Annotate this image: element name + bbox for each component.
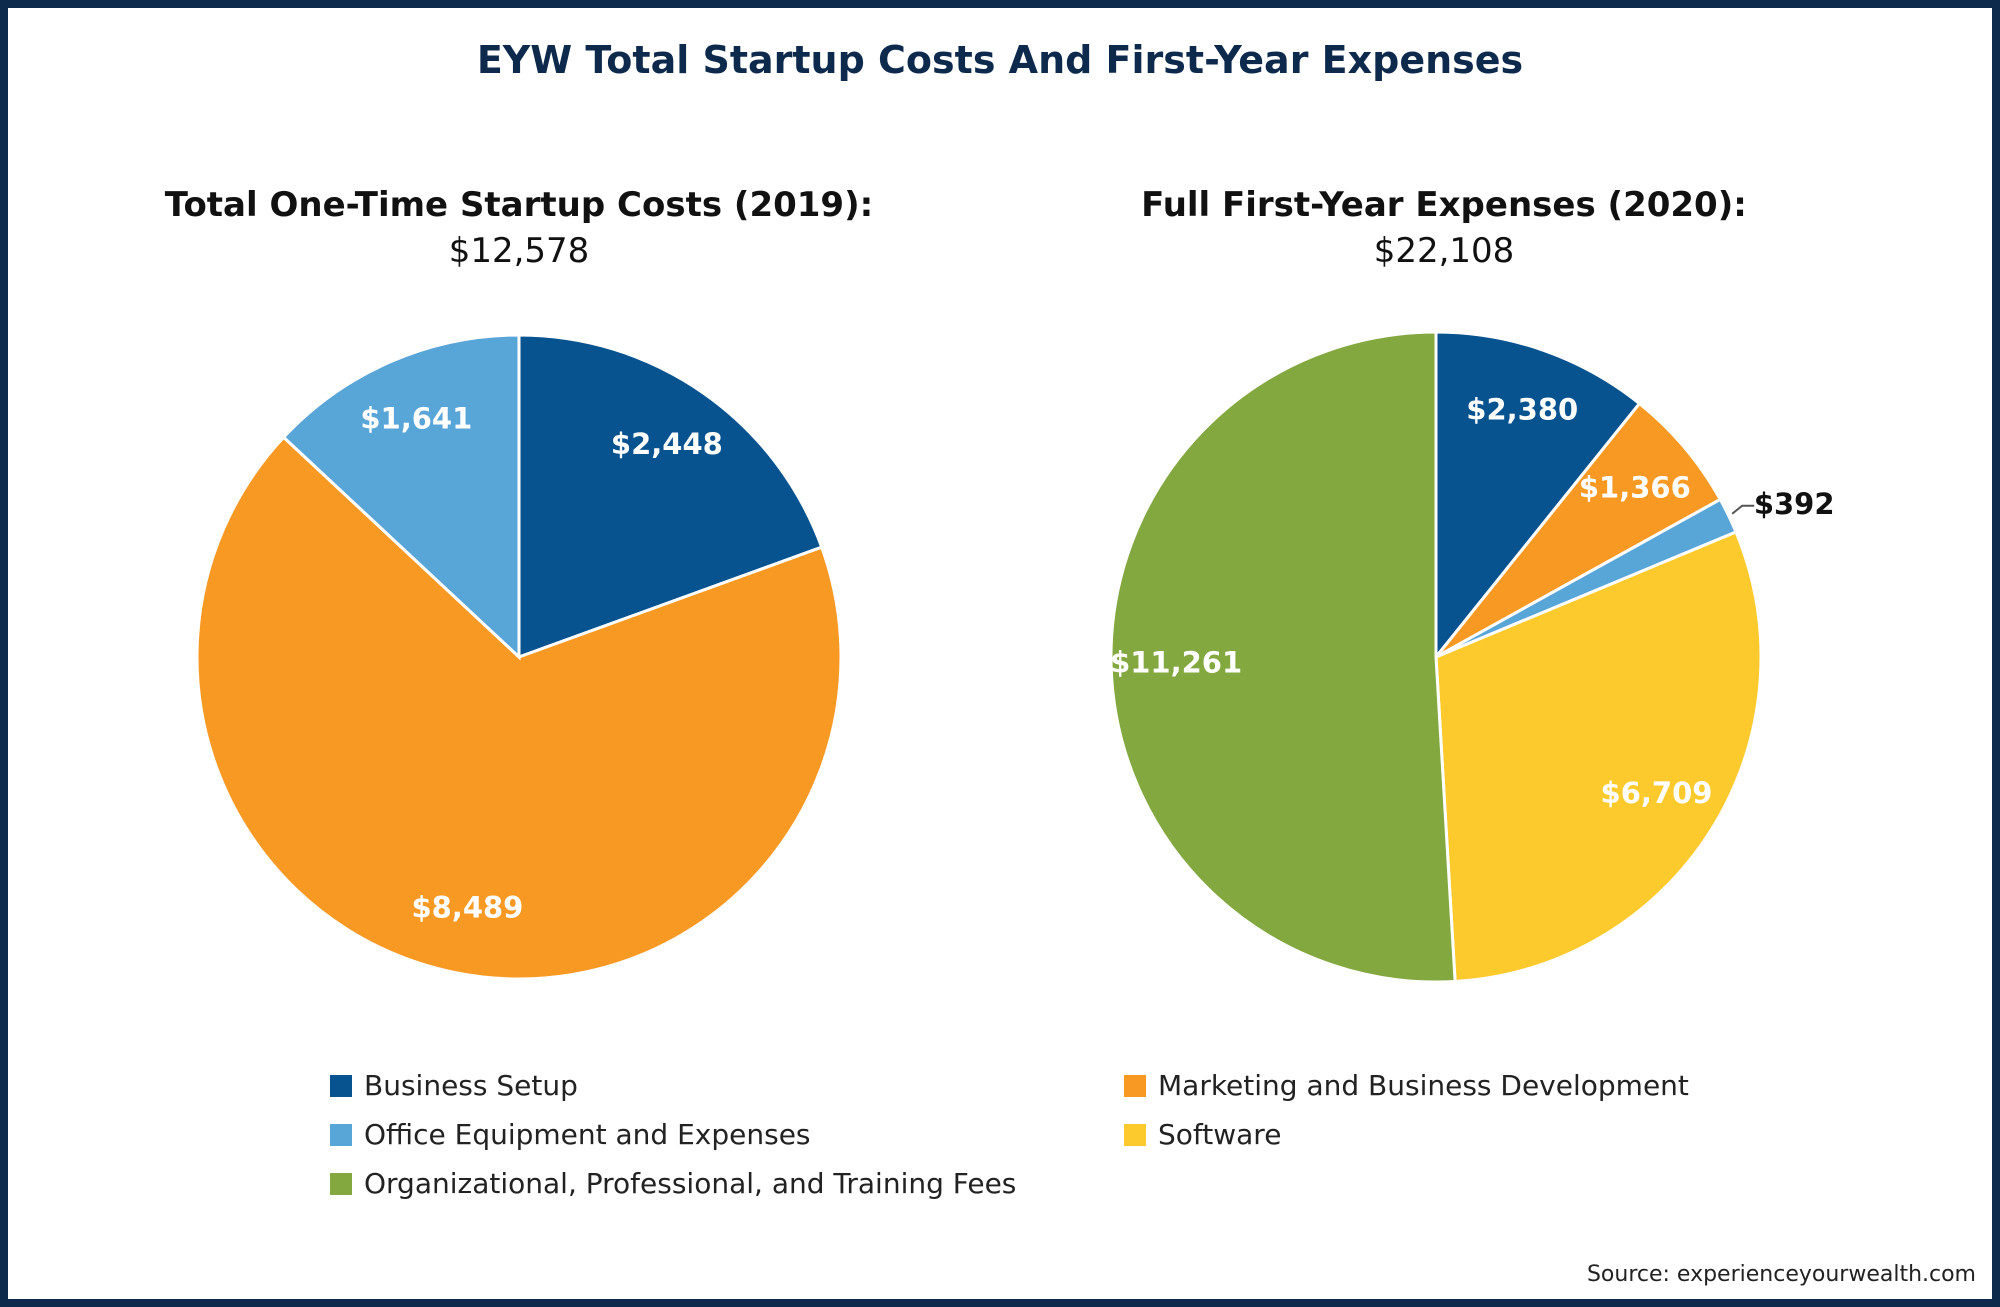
right-pie-title: Full First-Year Expenses (2020):: [1141, 185, 1747, 225]
legend-swatch: [330, 1074, 352, 1097]
leader-line: [1731, 504, 1755, 515]
pie-slice-office-equipment-and-expenses: [281, 333, 521, 661]
legend-label: Marketing and Business Development: [1158, 1069, 1689, 1102]
pie-slice-marketing-and-business-development: [1434, 401, 1723, 659]
data-label: $11,261: [1110, 646, 1242, 680]
data-label: $2,448: [611, 427, 723, 461]
data-label: $8,489: [411, 890, 523, 924]
pie-slice-marketing-and-business-development: [195, 435, 843, 981]
pie-slice-organizational-professional-and-training-fees: [1109, 330, 1457, 984]
right-pie-total: $22,108: [1373, 231, 1515, 271]
legend-label: Office Equipment and Expenses: [364, 1118, 811, 1151]
data-label: $1,641: [360, 402, 472, 436]
right-pie-heading: Full First-Year Expenses (2020): $22,108: [994, 182, 1894, 274]
legend-item-business-setup: Business Setup: [330, 1069, 578, 1102]
left-pie: $2,448 $8,489 $1,641: [195, 333, 843, 981]
data-label: $2,380: [1466, 393, 1578, 427]
left-pie-title: Total One-Time Startup Costs (2019):: [164, 185, 874, 225]
legend-item-marketing: Marketing and Business Development: [1124, 1069, 1689, 1102]
legend-swatch: [1124, 1123, 1146, 1146]
legend-label: Organizational, Professional, and Traini…: [364, 1167, 1017, 1200]
legend-swatch: [330, 1123, 352, 1146]
pie-slice-business-setup: [517, 333, 824, 660]
data-label: $6,709: [1601, 776, 1713, 810]
chart-title: EYW Total Startup Costs And First-Year E…: [476, 38, 1524, 82]
left-pie-total: $12,578: [448, 231, 590, 271]
legend-label: Business Setup: [364, 1069, 578, 1102]
legend-swatch: [1124, 1074, 1146, 1097]
legend-item-office: Office Equipment and Expenses: [330, 1118, 811, 1151]
legend-swatch: [330, 1172, 352, 1195]
legend-label: Software: [1158, 1118, 1282, 1151]
data-label: $1,366: [1579, 470, 1691, 504]
data-label: $392: [1754, 487, 1835, 521]
legend-item-organizational: Organizational, Professional, and Traini…: [330, 1167, 1016, 1200]
pie-slice-business-setup: [1434, 330, 1642, 662]
legend-item-software: Software: [1124, 1118, 1281, 1151]
source-note: Source: experienceyourwealth.com: [1586, 1262, 1976, 1287]
right-pie: $2,380 $1,366 $392 $6,709 $11,261: [1109, 330, 1835, 984]
pie-slice-software: [1434, 530, 1763, 984]
left-pie-heading: Total One-Time Startup Costs (2019): $12…: [69, 182, 969, 274]
